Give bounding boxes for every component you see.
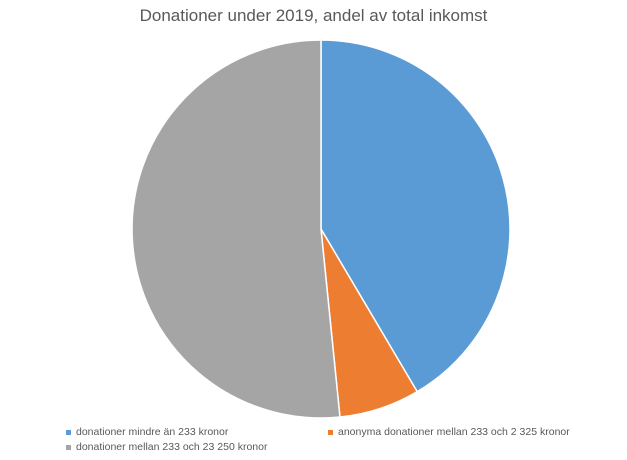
legend-item-small-donations: donationer mindre än 233 kronor bbox=[66, 426, 228, 438]
pie-slice-small-donations bbox=[320, 39, 511, 393]
legend-item-medium-donations: donationer mellan 233 och 23 250 kronor bbox=[66, 441, 267, 453]
legend-swatch-small-donations bbox=[66, 429, 71, 435]
pie-slice-medium-donations bbox=[131, 39, 341, 419]
legend-swatch-anonymous-donations bbox=[328, 429, 333, 435]
legend-item-anonymous-donations: anonyma donationer mellan 233 och 2 325 … bbox=[328, 426, 570, 438]
legend-swatch-medium-donations bbox=[66, 444, 71, 450]
legend-label-small-donations: donationer mindre än 233 kronor bbox=[76, 426, 229, 438]
legend-label-anonymous-donations: anonyma donationer mellan 233 och 2 325 … bbox=[338, 426, 570, 438]
chart-title: Donationer under 2019, andel av total in… bbox=[139, 6, 488, 25]
legend-label-medium-donations: donationer mellan 233 och 23 250 kronor bbox=[76, 441, 268, 453]
